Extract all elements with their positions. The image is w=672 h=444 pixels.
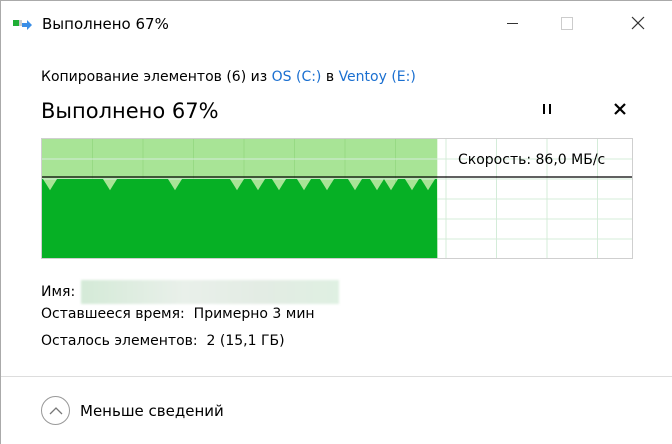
maximize-button[interactable] (544, 1, 590, 45)
items-row: Осталось элементов: 2 (15,1 ГБ) (41, 333, 285, 349)
copy-prefix: Копирование элементов (6) из (41, 69, 272, 85)
speed-label: Скорость: 86,0 МБ/с (458, 152, 606, 168)
close-icon (631, 16, 645, 30)
copy-middle: в (321, 69, 339, 85)
time-label: Оставшееся время: (41, 306, 185, 322)
destination-link[interactable]: Ventoy (E:) (338, 69, 416, 85)
time-row: Оставшееся время: Примерно 3 мин (41, 306, 315, 322)
speed-history-fill (42, 179, 438, 258)
maximize-icon (561, 16, 573, 30)
pause-button[interactable] (541, 99, 553, 120)
speed-graph-canvas (42, 139, 632, 258)
close-button[interactable] (615, 1, 661, 45)
progress-heading: Выполнено 67% (41, 99, 219, 123)
chevron-up-icon (41, 396, 70, 425)
time-value: Примерно 3 мин (193, 306, 315, 322)
window-title: Выполнено 67% (42, 15, 169, 33)
divider (1, 376, 672, 377)
items-value: 2 (15,1 ГБ) (206, 333, 285, 349)
cancel-icon (614, 103, 626, 115)
source-link[interactable]: OS (C:) (271, 69, 322, 85)
title-bar[interactable]: Выполнено 67% (1, 1, 672, 45)
copy-description: Копирование элементов (6) из OS (C:) в V… (41, 69, 416, 85)
items-label: Осталось элементов: (41, 333, 198, 349)
cancel-button[interactable] (613, 99, 627, 120)
minimize-button[interactable] (489, 1, 535, 45)
speed-graph: Скорость: 86,0 МБ/с (41, 138, 633, 259)
file-name-blurred (81, 280, 340, 304)
pause-icon (543, 104, 551, 114)
less-details-label: Меньше сведений (80, 401, 224, 420)
less-details-button[interactable]: Меньше сведений (41, 396, 224, 425)
minimize-icon (506, 22, 518, 24)
name-label: Имя: (41, 284, 76, 300)
name-row: Имя: (41, 280, 340, 304)
file-copy-icon (13, 20, 32, 30)
